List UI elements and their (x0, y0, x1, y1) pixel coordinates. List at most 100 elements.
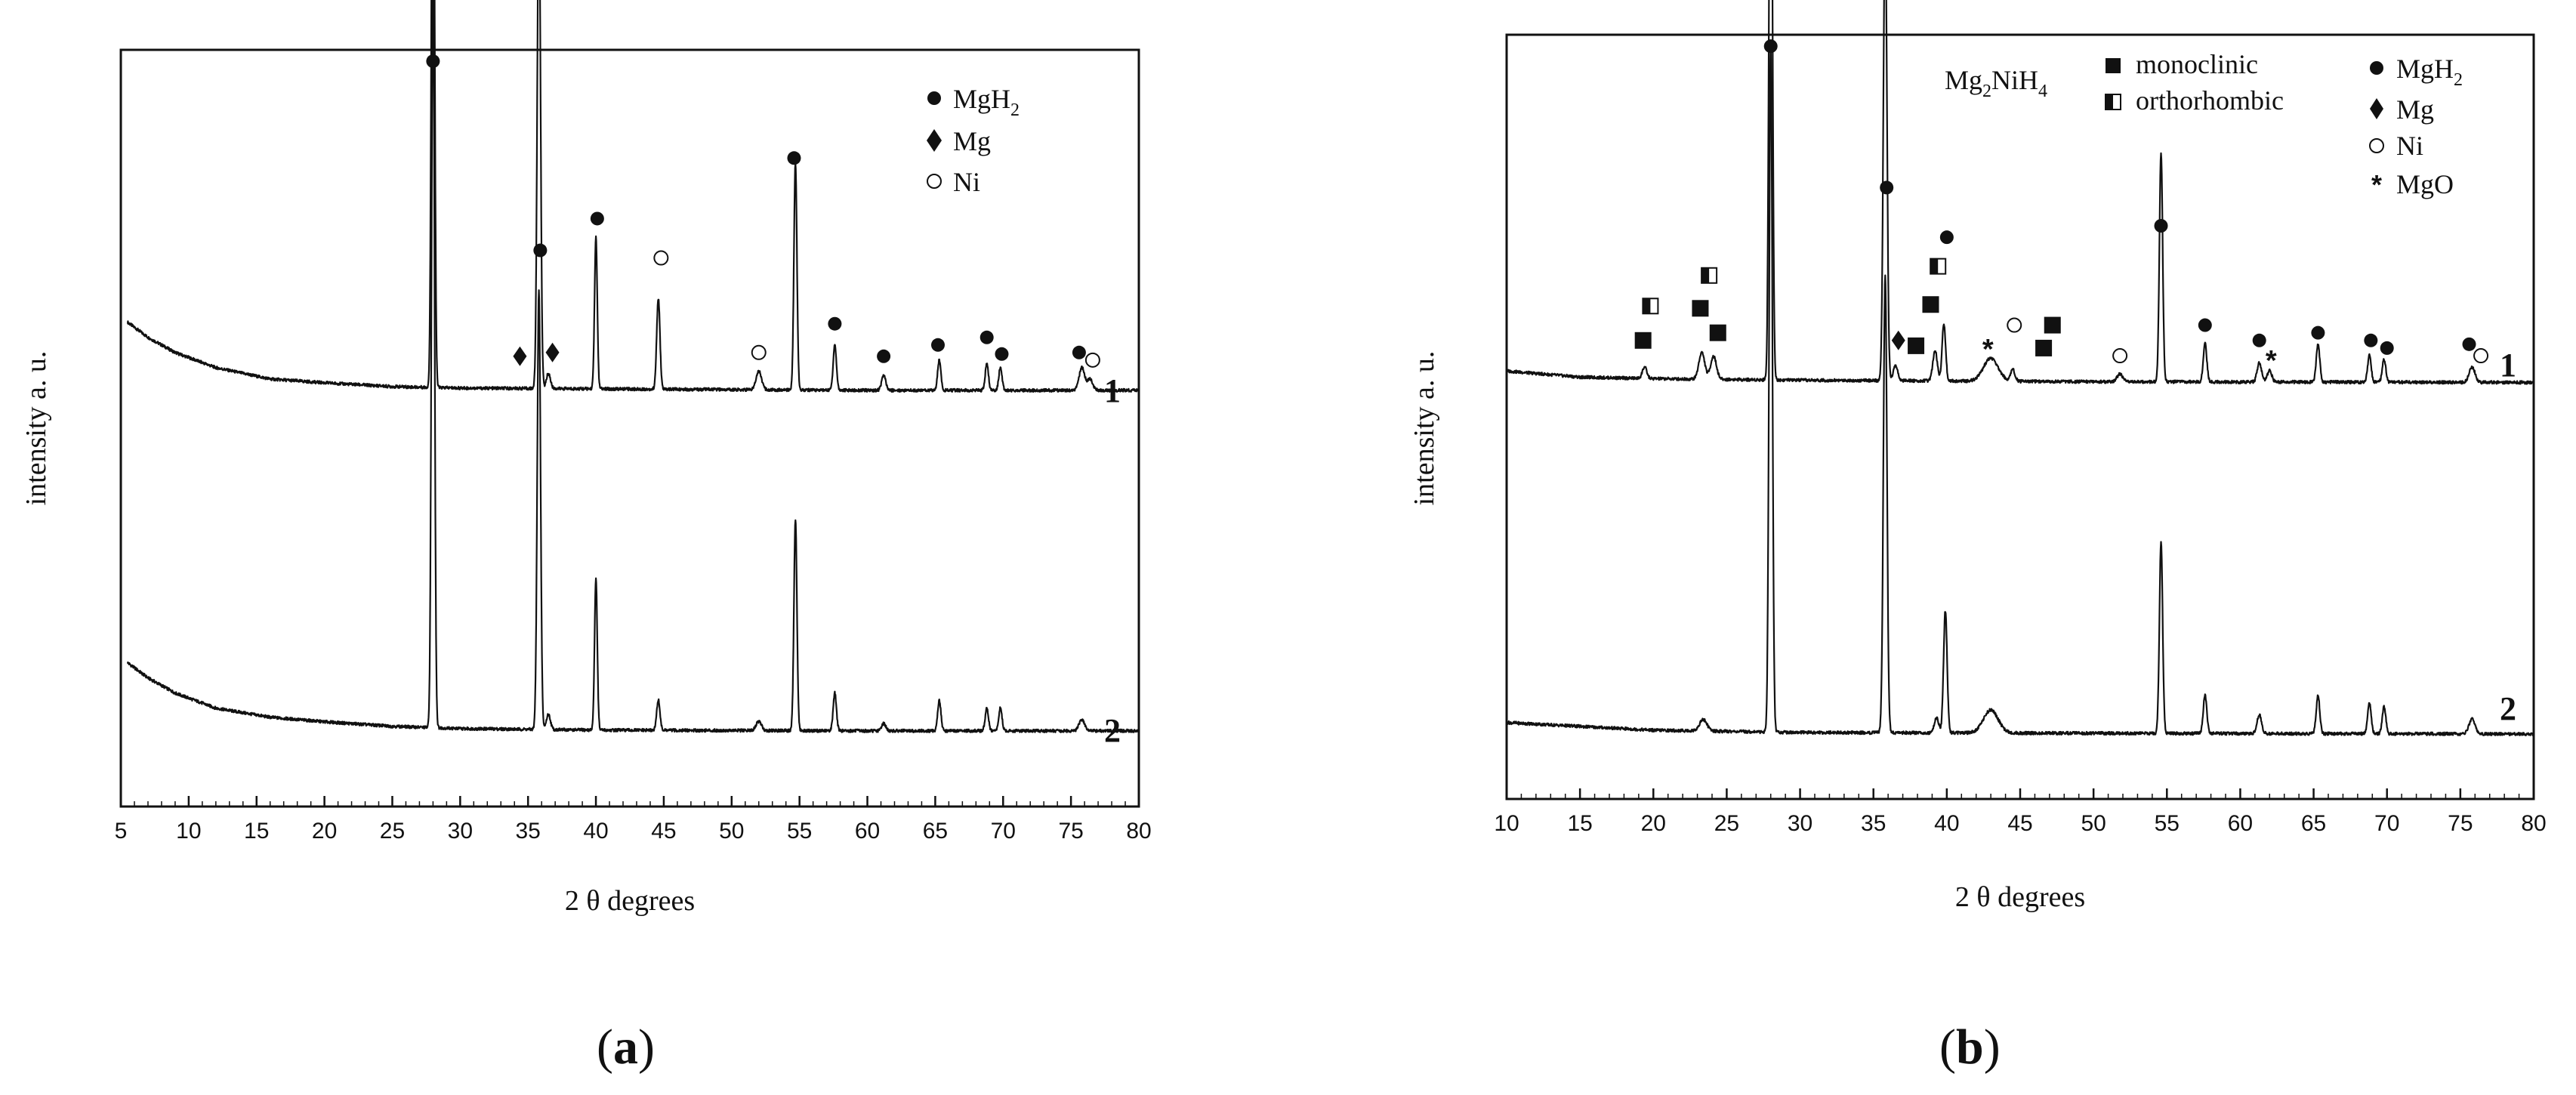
marker-asterisk: * (2266, 345, 2277, 377)
legend-label-mgo: MgO (2396, 169, 2454, 199)
legend-label-ni: Ni (953, 167, 980, 197)
marker-circle-filled (979, 330, 994, 344)
legend-label-monoclinic: monoclinic (2136, 49, 2258, 79)
legend-label-ni: Ni (2396, 131, 2423, 161)
marker-circle-filled (2311, 325, 2325, 340)
x-tick-label: 55 (787, 819, 812, 844)
x-tick-label: 15 (244, 819, 269, 844)
curve-label-1: 1 (1104, 372, 1121, 409)
marker-square-half (1930, 258, 1947, 275)
x-axis-title: 2 θ degrees (565, 885, 695, 917)
marker-circle-filled (2462, 337, 2476, 351)
x-tick-label: 45 (651, 819, 676, 844)
marker-square-filled (1709, 324, 1726, 341)
caption-a: (a) (597, 1019, 655, 1075)
x-tick-label: 75 (2448, 811, 2473, 836)
marker-circle-filled (590, 211, 604, 226)
y-axis-title: intensity a. u. (1408, 351, 1440, 506)
x-tick-label: 25 (1714, 811, 1739, 836)
x-tick-label: 35 (1861, 811, 1886, 836)
x-tick-label: 30 (448, 819, 473, 844)
x-tick-label: 60 (2228, 811, 2253, 836)
marker-circle-filled (2154, 219, 2168, 233)
x-tick-label: 50 (719, 819, 744, 844)
x-tick-label: 75 (1058, 819, 1083, 844)
x-ticks (1505, 788, 2535, 799)
marker-circle-open (2473, 348, 2489, 364)
x-tick-label: 30 (1788, 811, 1812, 836)
curve-label-2: 2 (2500, 690, 2516, 727)
marker-diamond-filled (1891, 330, 1905, 350)
phase-markers (426, 54, 1100, 368)
x-tick-label: 70 (2374, 811, 2399, 836)
x-tick-label: 5 (115, 819, 128, 844)
x-tick-label: 20 (312, 819, 337, 844)
legend-marker-ni (2369, 138, 2384, 153)
x-tick-label: 10 (1494, 811, 1519, 836)
marker-circle-open (2112, 348, 2128, 364)
marker-square-filled (2035, 339, 2053, 356)
marker-circle-filled (828, 316, 842, 331)
marker-square-filled (1634, 332, 1652, 349)
marker-circle-filled (2380, 341, 2394, 355)
legend-marker-mgo: * (2371, 169, 2382, 200)
x-tick-label: 80 (2521, 811, 2546, 836)
phase-markers: * * (1634, 39, 2489, 377)
chart-panel-b: * * 10 15 20 25 30 35 40 45 50 55 60 65 70 75 80 1 2 Mg… (1408, 0, 2547, 1075)
marker-circle-open (1084, 352, 1100, 368)
marker-circle-filled (1939, 230, 1954, 245)
x-tick-label: 40 (1934, 811, 1959, 836)
marker-square-half (1642, 298, 1659, 315)
marker-diamond-filled (545, 342, 560, 362)
marker-square-filled (1908, 337, 1925, 354)
marker-circle-filled (930, 338, 945, 352)
legend-marker-monoclinic (2106, 58, 2121, 73)
marker-diamond-filled (513, 346, 527, 366)
legend-marker-mg (2370, 98, 2383, 119)
caption-b: (b) (1939, 1019, 2001, 1075)
x-ticks (119, 796, 1140, 807)
marker-square-filled (2044, 316, 2061, 334)
chart-panel-a: 5 10 15 20 25 30 35 40 45 50 55 60 65 70 75 80 1 2 MgH2… (20, 0, 1152, 1075)
marker-circle-filled (995, 347, 1009, 361)
x-tick-label: 55 (2155, 811, 2180, 836)
x-tick-label: 20 (1641, 811, 1666, 836)
marker-circle-filled (787, 151, 801, 165)
marker-square-half (1701, 267, 1718, 284)
legend-label-mgh2: MgH2 (953, 84, 1020, 120)
x-tick-label: 70 (991, 819, 1016, 844)
x-tick-label: 15 (1567, 811, 1592, 836)
plot-frame (119, 48, 1140, 808)
legend-marker-mgh2 (927, 91, 941, 105)
marker-square-half-fill (1701, 267, 1710, 283)
x-tick-label: 40 (583, 819, 608, 844)
legend-label-mg: Mg (2396, 94, 2434, 125)
marker-square-filled (1922, 296, 1939, 313)
curves (1505, 0, 2535, 737)
marker-circle-filled (2364, 333, 2378, 347)
x-tick-labels: 10 15 20 25 30 35 40 45 50 55 60 65 70 75 80 (1494, 811, 2546, 836)
x-tick-label: 45 (2007, 811, 2032, 836)
marker-circle-filled (877, 349, 891, 363)
x-tick-label: 10 (176, 819, 201, 844)
legend-marker-ni (927, 174, 942, 189)
marker-circle-filled (1763, 39, 1778, 54)
marker-circle-open (751, 344, 767, 360)
x-tick-label: 50 (2081, 811, 2106, 836)
marker-circle-filled (1880, 180, 1894, 195)
legend-label-orthorhombic: orthorhombic (2136, 85, 2284, 116)
curve-label-2: 2 (1104, 712, 1121, 749)
marker-square-half-fill (1643, 298, 1651, 314)
marker-circle-filled (2252, 333, 2266, 347)
legend-label-mgh2: MgH2 (2396, 54, 2463, 90)
marker-circle-filled (426, 54, 440, 69)
legend-marker-orthorhombic-fill (2106, 94, 2113, 110)
plot-frame (1505, 33, 2535, 800)
legend-marker-mg (927, 129, 942, 152)
marker-circle-open (2007, 317, 2022, 333)
legend-label-mg: Mg (953, 126, 991, 156)
marker-circle-filled (1072, 345, 1086, 359)
xrd-curve-2 (1505, 42, 2535, 737)
marker-circle-filled (2198, 318, 2212, 332)
